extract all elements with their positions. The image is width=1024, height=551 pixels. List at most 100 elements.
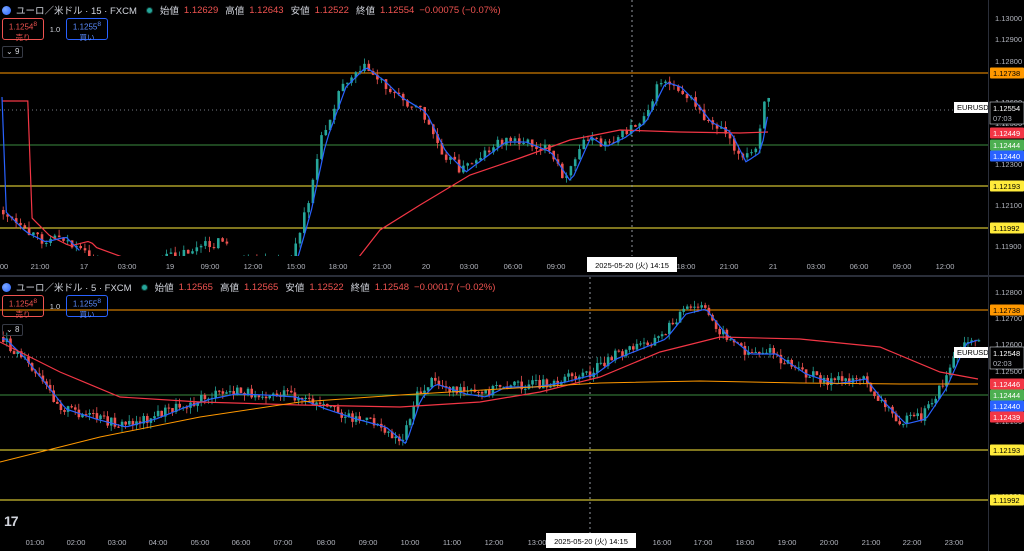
quantity-value[interactable]: 1.0: [49, 301, 61, 311]
candle-body: [83, 248, 87, 251]
symbol-title[interactable]: ユーロ／米ドル · 15 · FXCM: [16, 6, 137, 17]
market-open-icon: [140, 283, 148, 291]
candle-body: [840, 376, 844, 381]
sell-button[interactable]: 1.12548 売り: [2, 295, 44, 319]
chevron-down-icon: ⌄: [6, 47, 13, 56]
candle-body: [624, 349, 628, 357]
crosshair-time-label: 2025-05-20 (火) 14:15: [595, 261, 669, 270]
candle-body: [945, 375, 948, 387]
chart-pane-15m[interactable]: EURUSD ユーロ／米ドル · 15 · FXCM 始値 1.12629 高値 1…: [0, 0, 1024, 275]
candle-body: [724, 127, 727, 134]
candle-body: [275, 393, 279, 396]
price-scale-15m[interactable]: 1.130001.129001.128001.126001.125001.123…: [988, 0, 1024, 275]
candle-body: [505, 137, 508, 145]
candle-body: [320, 135, 323, 159]
time-tick-label: 06:00: [850, 262, 869, 271]
candle-body: [146, 416, 149, 423]
candle-body: [768, 347, 772, 353]
price-plot-5m[interactable]: EURUSD: [0, 277, 988, 533]
candle-body: [466, 163, 469, 166]
tradingview-logo-icon[interactable]: 17: [4, 513, 19, 529]
level-price-label: 1.12738: [993, 69, 1020, 78]
candle-body: [606, 357, 610, 367]
candle-body: [135, 421, 138, 426]
candle-body: [617, 350, 621, 352]
symbol-title[interactable]: ユーロ／米ドル · 5 · FXCM: [16, 283, 132, 294]
candle-body: [448, 387, 451, 393]
pane-separator[interactable]: [0, 275, 1024, 277]
sell-price-sup: 8: [33, 298, 38, 305]
candle-body: [59, 403, 63, 411]
buy-button[interactable]: 1.12558 買い: [66, 18, 108, 42]
candle-body: [477, 391, 480, 393]
candle-body: [530, 139, 534, 147]
candle-body: [830, 378, 833, 386]
candle-body: [120, 421, 124, 427]
time-tick-label: 03:00: [108, 538, 127, 547]
low-value: 1.12522: [314, 4, 349, 16]
candle-body: [545, 379, 549, 388]
candle-body: [174, 252, 177, 256]
price-plot-15m[interactable]: EURUSD: [0, 0, 988, 256]
candle-body: [750, 352, 754, 354]
candle-body: [99, 415, 102, 420]
candle-body: [390, 431, 394, 439]
candle-body: [453, 156, 457, 160]
candle-body: [254, 395, 257, 398]
candle-body: [311, 179, 315, 204]
candle-body: [625, 129, 629, 135]
candle-body: [225, 241, 229, 244]
candle-body: [595, 137, 598, 139]
candle-body: [153, 416, 156, 419]
candle-body: [909, 414, 912, 416]
sma-slow-line: [0, 336, 979, 408]
candle-body: [66, 406, 70, 412]
level-price-label: 1.11992: [993, 496, 1020, 505]
candle-body: [567, 373, 570, 377]
candle-body: [876, 396, 880, 401]
candle-body: [62, 237, 65, 241]
candle-body: [156, 410, 160, 417]
indicator-count: 8: [14, 325, 20, 334]
candle-body: [506, 386, 509, 389]
candle-body: [470, 389, 473, 391]
symbol-tag-label: EURUSD: [957, 103, 988, 112]
level-price-label: 1.12193: [993, 182, 1020, 191]
candle-body: [610, 357, 613, 361]
level-price-tag: [990, 139, 1024, 151]
sell-button[interactable]: 1.12548 売り: [2, 18, 44, 42]
candle-body: [423, 107, 426, 120]
time-axis-15m[interactable]: 00 21:00 17 03:00 19 09:00 12:00 15:00 18:00 21:0…: [0, 256, 988, 275]
buy-button[interactable]: 1.12558 買い: [66, 295, 108, 319]
price-scale-5m[interactable]: 1.128001.127001.126001.125001.123001.121…: [988, 277, 1024, 551]
candle-body: [668, 322, 671, 335]
open-label: 始値: [154, 283, 174, 294]
level-price-tag: [990, 180, 1024, 192]
candle-body: [66, 240, 70, 242]
candle-body: [459, 387, 462, 394]
chart-pane-5m[interactable]: EURUSD ユーロ／米ドル · 5 · FXCM 始値 1.12565 高値 1.…: [0, 277, 1024, 551]
candle-body: [6, 214, 9, 217]
candle-body: [556, 380, 559, 385]
candle-body: [487, 150, 491, 153]
quantity-value[interactable]: 1.0: [49, 24, 61, 34]
candle-body: [747, 352, 750, 355]
sma-fast-line: [2, 308, 978, 445]
candle-body: [599, 362, 603, 364]
candle-body: [585, 371, 588, 373]
candle-body: [41, 375, 45, 382]
time-axis-5m[interactable]: 01:00 02:00 03:00 04:00 05:00 06:00 07:00 08:00…: [0, 532, 988, 551]
indicators-toggle-button[interactable]: ⌄ 9: [2, 46, 24, 58]
candle-body: [142, 416, 145, 424]
candle-body: [376, 74, 379, 80]
candle-body: [300, 397, 304, 399]
candle-body: [483, 150, 487, 158]
candle-body: [217, 238, 220, 249]
candle-body: [639, 343, 642, 345]
candle-body: [427, 119, 431, 125]
candle-body: [416, 391, 419, 406]
candle-body: [647, 109, 650, 117]
candle-body: [208, 241, 211, 248]
indicators-toggle-button[interactable]: ⌄ 8: [2, 324, 24, 336]
candle-body: [495, 385, 498, 387]
